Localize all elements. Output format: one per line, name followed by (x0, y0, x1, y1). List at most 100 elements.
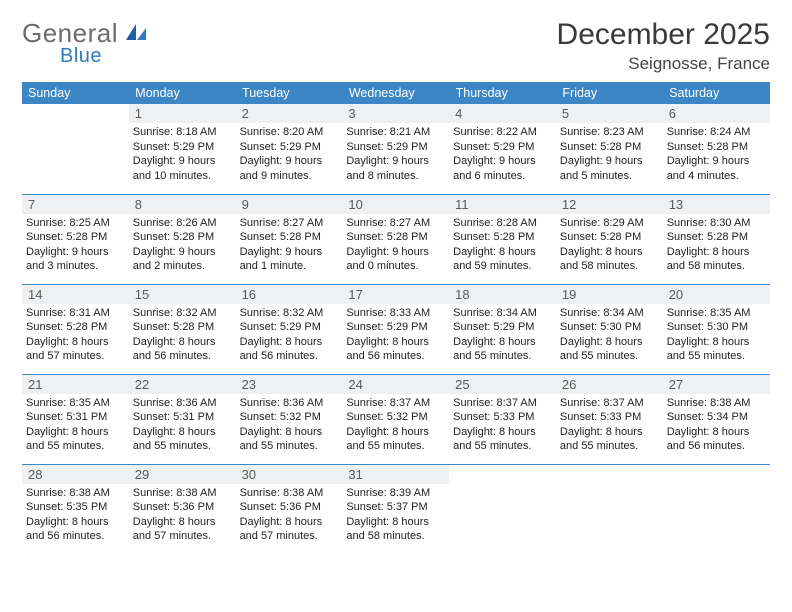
sunset-text: Sunset: 5:29 PM (453, 320, 552, 335)
calendar-day-cell: 7Sunrise: 8:25 AMSunset: 5:28 PMDaylight… (22, 194, 129, 284)
calendar-week-row: 7Sunrise: 8:25 AMSunset: 5:28 PMDaylight… (22, 194, 770, 284)
weekday-header: Monday (129, 82, 236, 104)
day-number: 5 (556, 104, 663, 123)
daylight-text: Daylight: 9 hours and 8 minutes. (346, 154, 445, 183)
sunrise-text: Sunrise: 8:34 AM (453, 306, 552, 321)
daylight-text: Daylight: 8 hours and 55 minutes. (667, 335, 766, 364)
sunset-text: Sunset: 5:29 PM (133, 140, 232, 155)
day-body: Sunrise: 8:35 AMSunset: 5:31 PMDaylight:… (22, 394, 129, 458)
day-body: Sunrise: 8:25 AMSunset: 5:28 PMDaylight:… (22, 214, 129, 278)
sunrise-text: Sunrise: 8:24 AM (667, 125, 766, 140)
sunset-text: Sunset: 5:36 PM (133, 500, 232, 515)
day-body: Sunrise: 8:38 AMSunset: 5:34 PMDaylight:… (663, 394, 770, 458)
day-number: 26 (556, 375, 663, 394)
day-number: 23 (236, 375, 343, 394)
day-number: 10 (342, 195, 449, 214)
sunset-text: Sunset: 5:35 PM (26, 500, 125, 515)
calendar-day-cell: 4Sunrise: 8:22 AMSunset: 5:29 PMDaylight… (449, 104, 556, 194)
calendar-day-cell: 2Sunrise: 8:20 AMSunset: 5:29 PMDaylight… (236, 104, 343, 194)
calendar-day-cell: 9Sunrise: 8:27 AMSunset: 5:28 PMDaylight… (236, 194, 343, 284)
calendar-table: Sunday Monday Tuesday Wednesday Thursday… (22, 82, 770, 554)
daylight-text: Daylight: 9 hours and 6 minutes. (453, 154, 552, 183)
sunset-text: Sunset: 5:28 PM (26, 320, 125, 335)
daylight-text: Daylight: 8 hours and 56 minutes. (240, 335, 339, 364)
calendar-day-cell (556, 464, 663, 554)
sunset-text: Sunset: 5:33 PM (560, 410, 659, 425)
sunset-text: Sunset: 5:29 PM (346, 320, 445, 335)
sunrise-text: Sunrise: 8:35 AM (667, 306, 766, 321)
daylight-text: Daylight: 9 hours and 4 minutes. (667, 154, 766, 183)
calendar-day-cell: 29Sunrise: 8:38 AMSunset: 5:36 PMDayligh… (129, 464, 236, 554)
day-number: 20 (663, 285, 770, 304)
sunrise-text: Sunrise: 8:22 AM (453, 125, 552, 140)
sunrise-text: Sunrise: 8:37 AM (453, 396, 552, 411)
sunset-text: Sunset: 5:28 PM (346, 230, 445, 245)
day-body: Sunrise: 8:22 AMSunset: 5:29 PMDaylight:… (449, 123, 556, 187)
daylight-text: Daylight: 8 hours and 55 minutes. (560, 335, 659, 364)
sunrise-text: Sunrise: 8:38 AM (26, 486, 125, 501)
month-title: December 2025 (557, 18, 770, 52)
day-number: 21 (22, 375, 129, 394)
daylight-text: Daylight: 8 hours and 59 minutes. (453, 245, 552, 274)
daylight-text: Daylight: 8 hours and 56 minutes. (346, 335, 445, 364)
day-number: 11 (449, 195, 556, 214)
calendar-day-cell: 28Sunrise: 8:38 AMSunset: 5:35 PMDayligh… (22, 464, 129, 554)
calendar-day-cell: 10Sunrise: 8:27 AMSunset: 5:28 PMDayligh… (342, 194, 449, 284)
sunrise-text: Sunrise: 8:23 AM (560, 125, 659, 140)
brand-sail-icon (126, 18, 148, 49)
day-body: Sunrise: 8:38 AMSunset: 5:36 PMDaylight:… (236, 484, 343, 548)
sunset-text: Sunset: 5:28 PM (26, 230, 125, 245)
daylight-text: Daylight: 8 hours and 55 minutes. (26, 425, 125, 454)
daylight-text: Daylight: 9 hours and 5 minutes. (560, 154, 659, 183)
sunset-text: Sunset: 5:30 PM (667, 320, 766, 335)
day-number: 13 (663, 195, 770, 214)
sunrise-text: Sunrise: 8:36 AM (240, 396, 339, 411)
sunset-text: Sunset: 5:34 PM (667, 410, 766, 425)
calendar-day-cell: 22Sunrise: 8:36 AMSunset: 5:31 PMDayligh… (129, 374, 236, 464)
day-body: Sunrise: 8:32 AMSunset: 5:29 PMDaylight:… (236, 304, 343, 368)
calendar-week-row: 1Sunrise: 8:18 AMSunset: 5:29 PMDaylight… (22, 104, 770, 194)
calendar-day-cell: 5Sunrise: 8:23 AMSunset: 5:28 PMDaylight… (556, 104, 663, 194)
calendar-day-cell: 11Sunrise: 8:28 AMSunset: 5:28 PMDayligh… (449, 194, 556, 284)
sunrise-text: Sunrise: 8:39 AM (346, 486, 445, 501)
calendar-day-cell: 15Sunrise: 8:32 AMSunset: 5:28 PMDayligh… (129, 284, 236, 374)
day-body: Sunrise: 8:35 AMSunset: 5:30 PMDaylight:… (663, 304, 770, 368)
day-number: 8 (129, 195, 236, 214)
day-body: Sunrise: 8:20 AMSunset: 5:29 PMDaylight:… (236, 123, 343, 187)
calendar-day-cell (449, 464, 556, 554)
sunrise-text: Sunrise: 8:29 AM (560, 216, 659, 231)
day-number: 7 (22, 195, 129, 214)
day-body: Sunrise: 8:28 AMSunset: 5:28 PMDaylight:… (449, 214, 556, 278)
sunset-text: Sunset: 5:28 PM (667, 140, 766, 155)
sunrise-text: Sunrise: 8:33 AM (346, 306, 445, 321)
day-number: 31 (342, 465, 449, 484)
sunset-text: Sunset: 5:28 PM (240, 230, 339, 245)
sunset-text: Sunset: 5:32 PM (240, 410, 339, 425)
day-number: 15 (129, 285, 236, 304)
sunset-text: Sunset: 5:28 PM (560, 140, 659, 155)
day-body: Sunrise: 8:26 AMSunset: 5:28 PMDaylight:… (129, 214, 236, 278)
weekday-header: Saturday (663, 82, 770, 104)
day-body: Sunrise: 8:37 AMSunset: 5:33 PMDaylight:… (556, 394, 663, 458)
brand-logo: General Blue (22, 18, 148, 68)
sunrise-text: Sunrise: 8:20 AM (240, 125, 339, 140)
brand-text: General Blue (22, 18, 148, 68)
calendar-day-cell: 24Sunrise: 8:37 AMSunset: 5:32 PMDayligh… (342, 374, 449, 464)
day-number: 19 (556, 285, 663, 304)
daylight-text: Daylight: 8 hours and 56 minutes. (667, 425, 766, 454)
day-body: Sunrise: 8:30 AMSunset: 5:28 PMDaylight:… (663, 214, 770, 278)
day-number: 27 (663, 375, 770, 394)
sunset-text: Sunset: 5:29 PM (346, 140, 445, 155)
sunrise-text: Sunrise: 8:37 AM (560, 396, 659, 411)
day-number: 25 (449, 375, 556, 394)
calendar-day-cell: 14Sunrise: 8:31 AMSunset: 5:28 PMDayligh… (22, 284, 129, 374)
weekday-header: Sunday (22, 82, 129, 104)
calendar-day-cell: 6Sunrise: 8:24 AMSunset: 5:28 PMDaylight… (663, 104, 770, 194)
calendar-day-cell: 21Sunrise: 8:35 AMSunset: 5:31 PMDayligh… (22, 374, 129, 464)
weekday-header: Tuesday (236, 82, 343, 104)
day-number: 18 (449, 285, 556, 304)
day-body: Sunrise: 8:23 AMSunset: 5:28 PMDaylight:… (556, 123, 663, 187)
day-number: 4 (449, 104, 556, 123)
sunrise-text: Sunrise: 8:27 AM (346, 216, 445, 231)
sunrise-text: Sunrise: 8:34 AM (560, 306, 659, 321)
